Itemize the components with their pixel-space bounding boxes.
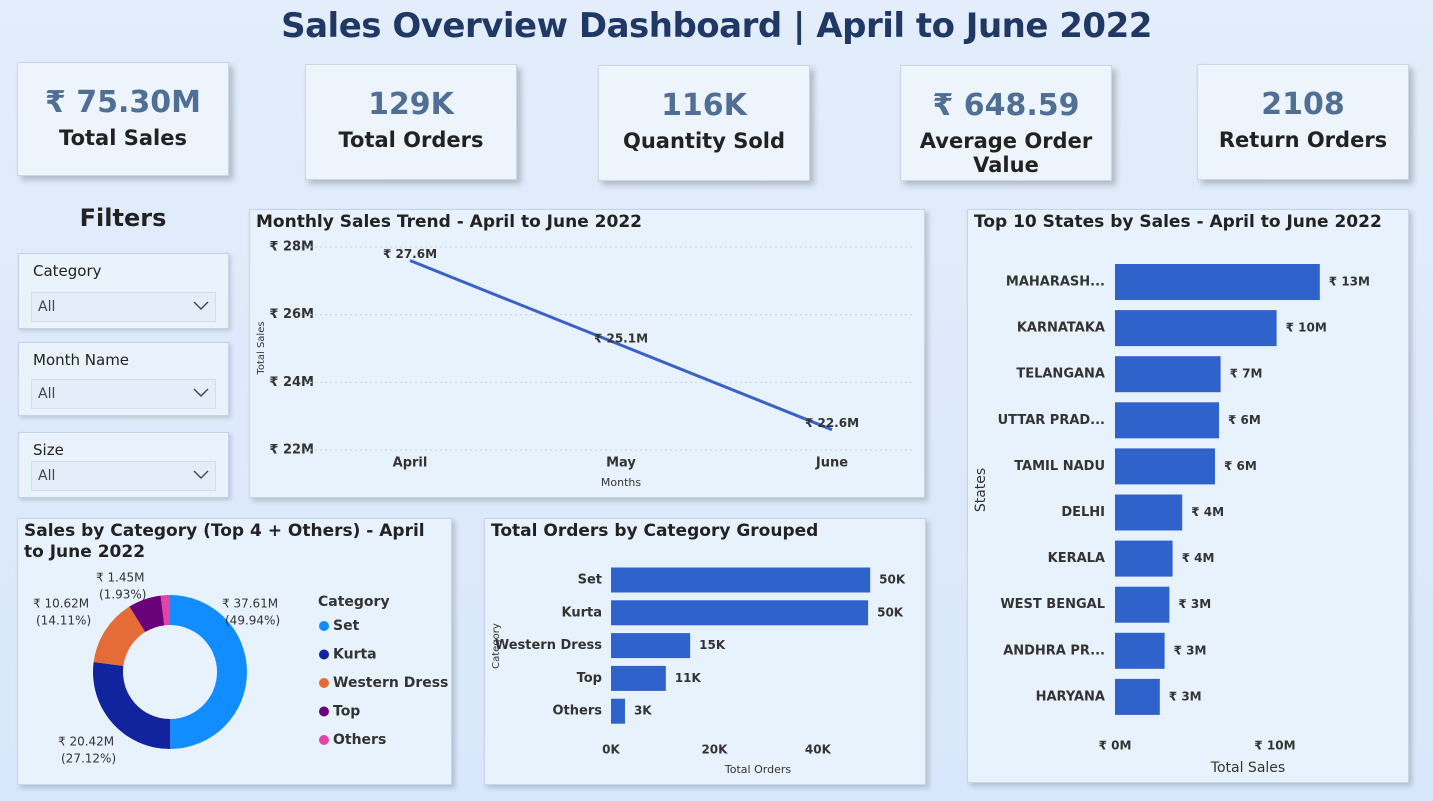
kpi-card: 2108 Return Orders	[1197, 64, 1409, 180]
chevron	[193, 301, 209, 310]
filter: Category All	[18, 253, 229, 329]
chart-title: Sales by Category (Top 4 + Others) - Apr…	[24, 521, 425, 562]
filter-label: Month Name	[33, 351, 130, 369]
kpi-value: 2108	[1261, 87, 1345, 122]
dropdown-value: All	[38, 386, 56, 402]
kpi-label: Average Order Value	[919, 129, 1093, 177]
kpi-value: ₹ 75.30M	[44, 85, 202, 120]
kpi-card: ₹ 75.30M Total Sales	[17, 62, 229, 176]
kpi-label: Total Sales	[59, 126, 187, 150]
dropdown-value: All	[38, 468, 56, 484]
filter: Month Name All	[18, 342, 229, 416]
dropdown-value: All	[38, 299, 56, 315]
filters-title: Filters	[79, 204, 167, 232]
chart-panel: Sales by Category (Top 4 + Others) - Apr…	[17, 518, 452, 785]
kpi-label: Quantity Sold	[623, 129, 785, 153]
chart-panel: Total Orders by Category Grouped	[484, 518, 926, 785]
kpi-value: ₹ 648.59	[932, 88, 1080, 123]
kpi-card: ₹ 648.59 Average Order Value	[900, 65, 1112, 181]
filter: Size All	[18, 432, 229, 498]
kpi-value: 129K	[368, 87, 454, 122]
chart-panel: Top 10 States by Sales - April to June 2…	[967, 209, 1409, 783]
chart-title: Monthly Sales Trend - April to June 2022	[256, 212, 642, 232]
chart-title: Total Orders by Category Grouped	[491, 521, 819, 541]
dropdown[interactable]: All	[31, 292, 216, 322]
kpi-value: 116K	[661, 88, 747, 123]
kpi-label: Return Orders	[1218, 128, 1388, 152]
filter-label: Size	[33, 441, 64, 459]
dropdown[interactable]: All	[31, 461, 216, 491]
chevron	[193, 388, 209, 397]
dropdown[interactable]: All	[31, 379, 216, 409]
kpi-card: 129K Total Orders	[305, 64, 517, 180]
chart-title: Top 10 States by Sales - April to June 2…	[974, 212, 1382, 232]
filter-label: Category	[33, 262, 102, 280]
chart-panel: Monthly Sales Trend - April to June 2022	[249, 209, 925, 498]
kpi-label: Total Orders	[338, 128, 484, 152]
dashboard-title: Sales Overview Dashboard | April to June…	[281, 6, 1152, 46]
chevron	[193, 470, 209, 479]
kpi-card: 116K Quantity Sold	[598, 65, 810, 181]
